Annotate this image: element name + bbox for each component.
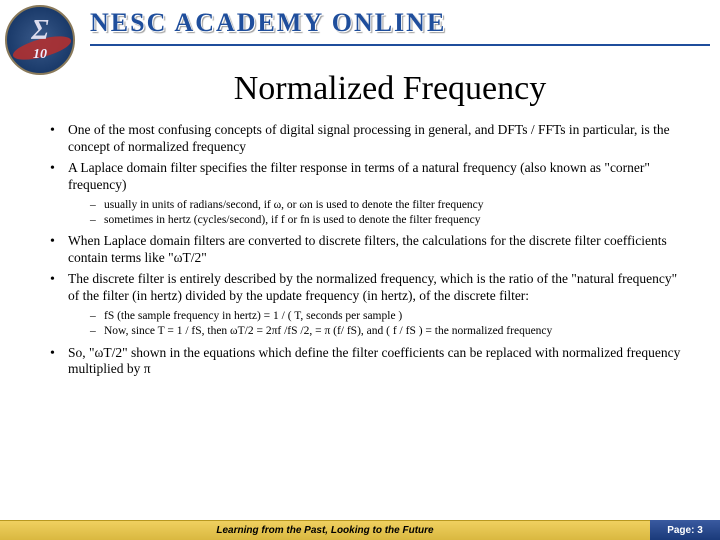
bullet-item: The discrete filter is entirely describe… (50, 271, 690, 339)
sub-bullet-list: fS (the sample frequency in hertz) = 1 /… (68, 309, 690, 339)
bullet-text: A Laplace domain filter specifies the fi… (68, 160, 650, 192)
slide-footer: Learning from the Past, Looking to the F… (0, 520, 720, 540)
sub-bullet-list: usually in units of radians/second, if ω… (68, 198, 690, 228)
bullet-item: So, "ωT/2" shown in the equations which … (50, 345, 690, 379)
slide-content: One of the most confusing concepts of di… (0, 122, 720, 378)
bullet-text: When Laplace domain filters are converte… (68, 233, 667, 265)
bullet-item: One of the most confusing concepts of di… (50, 122, 690, 156)
nesc-logo: Σ 10 (5, 5, 75, 75)
footer-page-number: Page: 3 (650, 520, 720, 540)
sub-bullet-item: sometimes in hertz (cycles/second), if f… (90, 213, 690, 227)
sub-bullet-text: fS (the sample frequency in hertz) = 1 /… (104, 310, 402, 322)
sigma-icon: Σ (31, 15, 48, 47)
bullet-item: When Laplace domain filters are converte… (50, 233, 690, 267)
logo-number: 10 (33, 47, 47, 63)
header-divider (90, 44, 710, 46)
footer-tagline: Learning from the Past, Looking to the F… (0, 520, 650, 540)
bullet-text: One of the most confusing concepts of di… (68, 122, 670, 154)
brand-title: NESC ACADEMY ONLINE (90, 8, 446, 38)
sub-bullet-text: usually in units of radians/second, if ω… (104, 199, 484, 211)
bullet-text: The discrete filter is entirely describe… (68, 271, 677, 303)
bullet-list: One of the most confusing concepts of di… (30, 122, 690, 378)
bullet-item: A Laplace domain filter specifies the fi… (50, 160, 690, 228)
sub-bullet-item: usually in units of radians/second, if ω… (90, 198, 690, 212)
slide-header: Σ 10 NESC ACADEMY ONLINE (0, 0, 720, 70)
logo-circle: Σ 10 (5, 5, 75, 75)
sub-bullet-text: Now, since T = 1 / fS, then ωT/2 = 2πf /… (104, 325, 552, 337)
sub-bullet-item: Now, since T = 1 / fS, then ωT/2 = 2πf /… (90, 324, 690, 338)
sub-bullet-item: fS (the sample frequency in hertz) = 1 /… (90, 309, 690, 323)
bullet-text: So, "ωT/2" shown in the equations which … (68, 345, 680, 377)
sub-bullet-text: sometimes in hertz (cycles/second), if f… (104, 214, 481, 226)
slide-title: Normalized Frequency (60, 70, 720, 108)
